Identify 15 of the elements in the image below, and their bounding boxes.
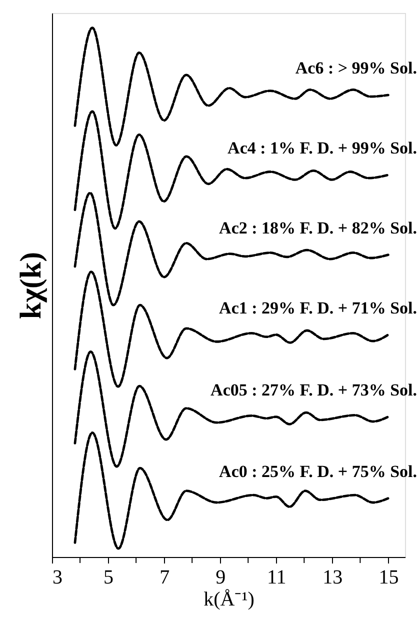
x-tick-label: 11 [266, 566, 286, 588]
x-tick-label: 9 [216, 566, 226, 588]
x-tick-label: 15 [378, 566, 399, 588]
x-tick-label: 5 [104, 566, 114, 588]
series-label: Ac05 : 27% F. D. + 73% Sol. [210, 380, 417, 400]
y-axis-title: kχ(k) [14, 252, 48, 320]
series-label: Ac1 : 29% F. D. + 71% Sol. [219, 298, 417, 318]
series-label: Ac2 : 18% F. D. + 82% Sol. [219, 218, 417, 238]
series-label: Ac0 : 25% F. D. + 75% Sol. [219, 462, 417, 481]
series-label: Ac6 : > 99% Sol. [295, 58, 417, 78]
x-tick-label: 7 [160, 566, 170, 588]
x-tick-label: 3 [52, 566, 62, 588]
x-tick-label: 13 [322, 566, 343, 588]
x-axis-title: k(Å⁻¹) [204, 588, 254, 610]
series-label: Ac4 : 1% F. D. + 99% Sol. [228, 138, 417, 158]
